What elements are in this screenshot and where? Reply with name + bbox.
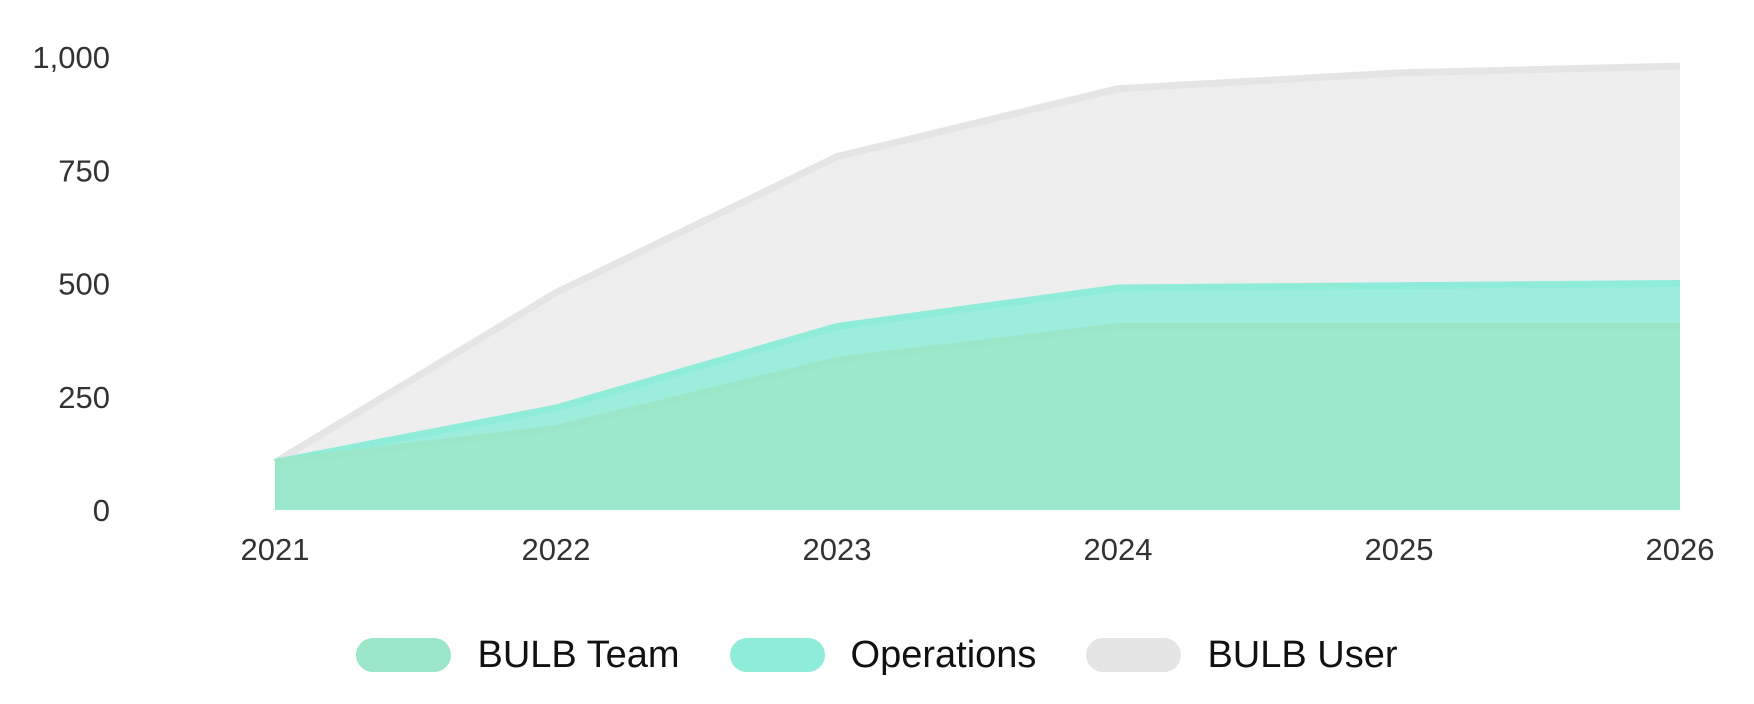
legend-swatch-operations [729,638,825,672]
line-bulb-team [274,323,1680,466]
x-axis: 2021 2022 2023 2024 2025 2026 [241,532,1715,567]
y-tick-label: 0 [93,493,110,528]
x-tick-label: 2022 [522,532,591,567]
y-tick-label: 1,000 [32,40,110,75]
x-tick-label: 2021 [241,532,310,567]
line-bulb-user [273,62,1681,466]
legend-label-bulb-user: BULB User [1207,633,1398,676]
y-tick-label: 250 [58,380,110,415]
y-axis: 0 250 500 750 1,000 [32,40,110,528]
legend-label-bulb-team: BULB Team [477,633,680,676]
legend-item-operations[interactable]: Operations [729,633,1037,677]
legend-swatch-bulb-user [1086,638,1182,672]
legend-item-bulb-team[interactable]: BULB Team [356,633,680,677]
legend-label-operations: Operations [850,633,1037,676]
y-tick-label: 500 [58,267,110,302]
x-tick-label: 2025 [1365,532,1434,567]
x-tick-label: 2024 [1084,532,1153,567]
line-operations [274,280,1681,466]
x-tick-label: 2026 [1646,532,1715,567]
y-tick-label: 750 [58,153,110,188]
area-bulb-team [275,326,1680,510]
areas-layer [273,62,1681,510]
x-tick-label: 2023 [803,532,872,567]
area-chart: 0 250 500 750 1,000 2021 2022 2023 2024 2025 2026 [32,40,1715,567]
legend: BULB Team Operations BULB User [0,620,1754,690]
legend-item-bulb-user[interactable]: BULB User [1086,633,1398,677]
legend-swatch-bulb-team [356,638,452,672]
